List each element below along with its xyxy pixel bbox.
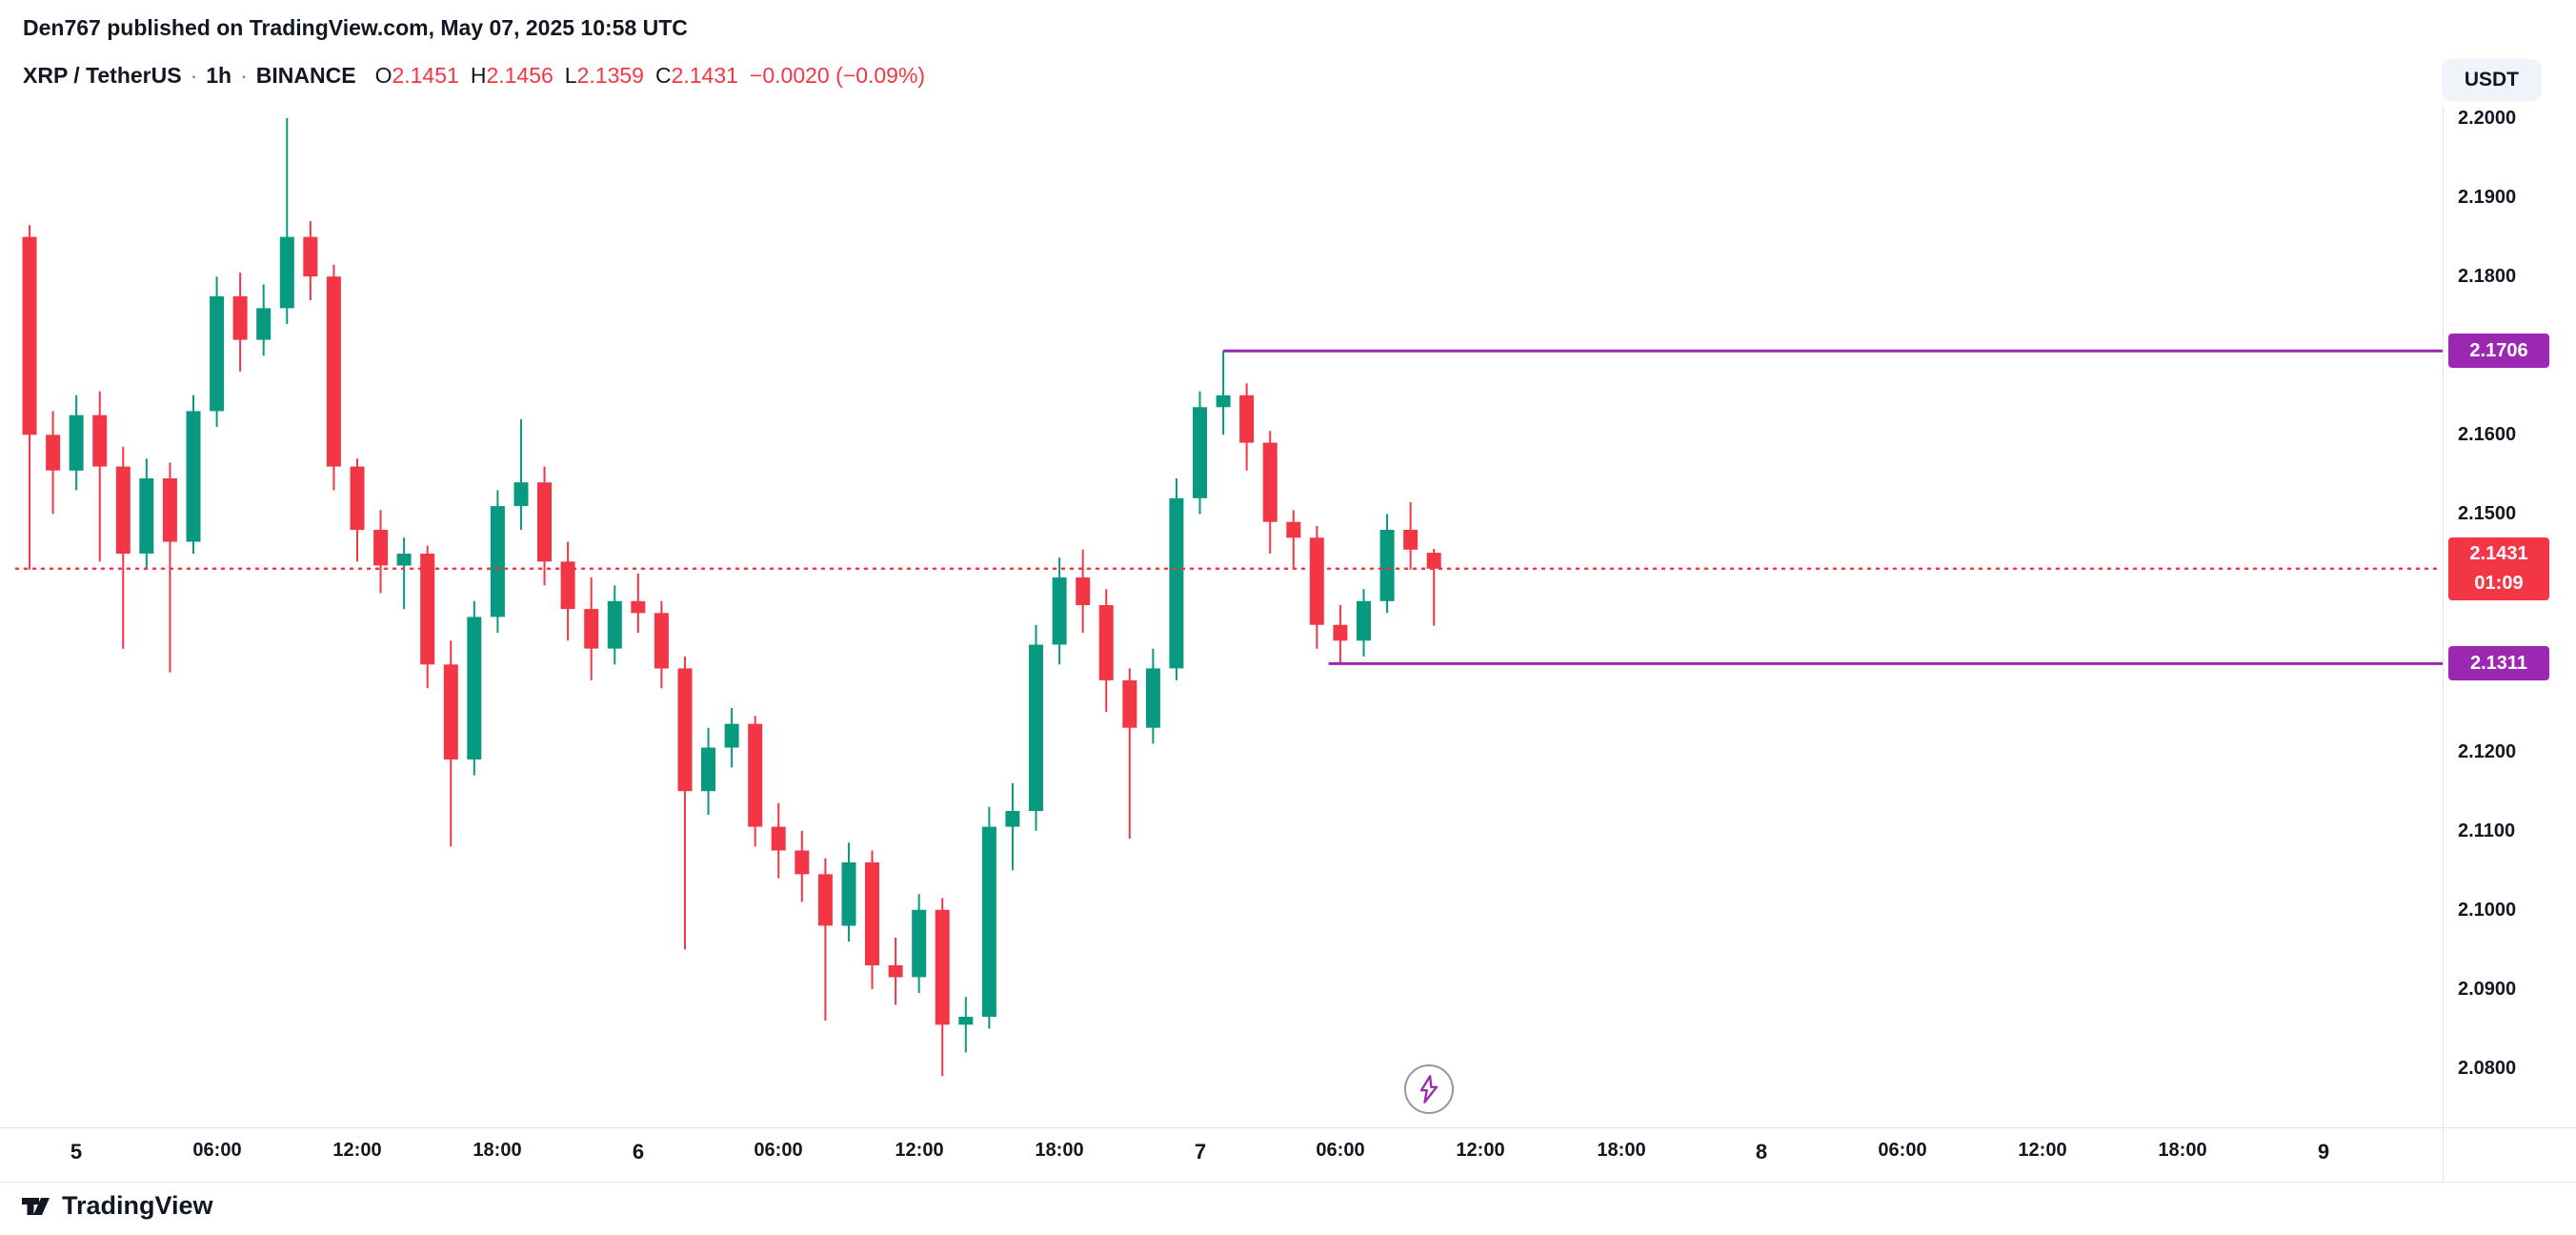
separator-dot: · — [190, 63, 198, 88]
time-tick: 12:00 — [332, 1140, 382, 1161]
time-tick: 18:00 — [2158, 1140, 2207, 1161]
price-tick: 2.1600 — [2458, 424, 2517, 445]
price-tick: 2.1800 — [2458, 266, 2517, 287]
current-price-label: 2.1431 01:09 — [2448, 537, 2549, 600]
flash-icon[interactable] — [1404, 1064, 1454, 1114]
ohlc-item: C2.1431 — [654, 63, 738, 88]
change-value: −0.0020 (−0.09%) — [749, 63, 926, 88]
price-tick: 2.1000 — [2458, 900, 2517, 921]
time-tick: 18:00 — [1597, 1140, 1646, 1161]
symbol-name: XRP / TetherUS — [23, 63, 182, 88]
time-tick: 12:00 — [895, 1140, 944, 1161]
time-tick: 6 — [632, 1140, 645, 1164]
price-tick: 2.0900 — [2458, 979, 2517, 1000]
price-tick: 2.2000 — [2458, 108, 2517, 129]
level-price-label: 2.1311 — [2448, 646, 2549, 680]
price-tick: 2.1500 — [2458, 503, 2517, 524]
price-tick: 2.1900 — [2458, 187, 2517, 208]
time-axis[interactable]: 5 06:00 12:00 18:00 6 06:00 12:00 18:00 7 06:00 12… — [0, 1140, 2443, 1178]
price-tick: 2.1200 — [2458, 741, 2517, 762]
symbol-title[interactable]: XRP / TetherUS · 1h · BINANCE — [23, 63, 356, 89]
interval-label: 1h — [206, 63, 232, 88]
currency-button[interactable]: USDT — [2441, 59, 2542, 101]
time-tick: 06:00 — [1878, 1140, 1927, 1161]
exchange-label: BINANCE — [255, 63, 356, 88]
ohlc-values: O2.1451 H2.1456 L2.1359 C2.1431 −0.0020 (−0.… — [375, 63, 926, 89]
level-price-label: 2.1706 — [2448, 334, 2549, 368]
separator-dot: · — [240, 63, 248, 88]
time-tick: 8 — [1755, 1140, 1768, 1164]
time-tick: 06:00 — [754, 1140, 803, 1161]
time-tick: 18:00 — [1035, 1140, 1084, 1161]
tradingview-logo-icon — [22, 1197, 50, 1215]
time-axis-separator — [0, 1127, 2576, 1128]
time-tick: 12:00 — [2018, 1140, 2067, 1161]
time-tick: 06:00 — [1316, 1140, 1365, 1161]
footer-separator — [0, 1182, 2576, 1183]
price-tick: 2.1100 — [2458, 820, 2516, 841]
time-tick: 5 — [70, 1140, 83, 1164]
published-line: Den767 published on TradingView.com, May… — [23, 15, 688, 40]
footer-brand[interactable]: TradingView — [21, 1191, 213, 1221]
chart-legend: XRP / TetherUS · 1h · BINANCE O2.1451 H2.1456… — [23, 63, 925, 89]
ohlc-item: O2.1451 — [374, 63, 459, 88]
bar-countdown: 01:09 — [2474, 573, 2524, 594]
ohlc-item: L2.1359 — [564, 63, 644, 88]
ohlc-item: H2.1456 — [470, 63, 553, 88]
brand-text: TradingView — [62, 1191, 213, 1220]
time-tick: 12:00 — [1456, 1140, 1505, 1161]
time-tick: 18:00 — [473, 1140, 522, 1161]
lightning-bolt-icon — [1419, 1075, 1439, 1103]
time-tick: 06:00 — [192, 1140, 242, 1161]
price-axis[interactable]: 2.2000 2.1900 2.1800 2.1600 2.1500 2.1200 2.11… — [2443, 0, 2576, 1182]
time-tick: 7 — [1194, 1140, 1207, 1164]
time-tick: 9 — [2317, 1140, 2330, 1164]
price-axis-separator — [2443, 107, 2444, 1182]
price-tick: 2.0800 — [2458, 1058, 2517, 1079]
